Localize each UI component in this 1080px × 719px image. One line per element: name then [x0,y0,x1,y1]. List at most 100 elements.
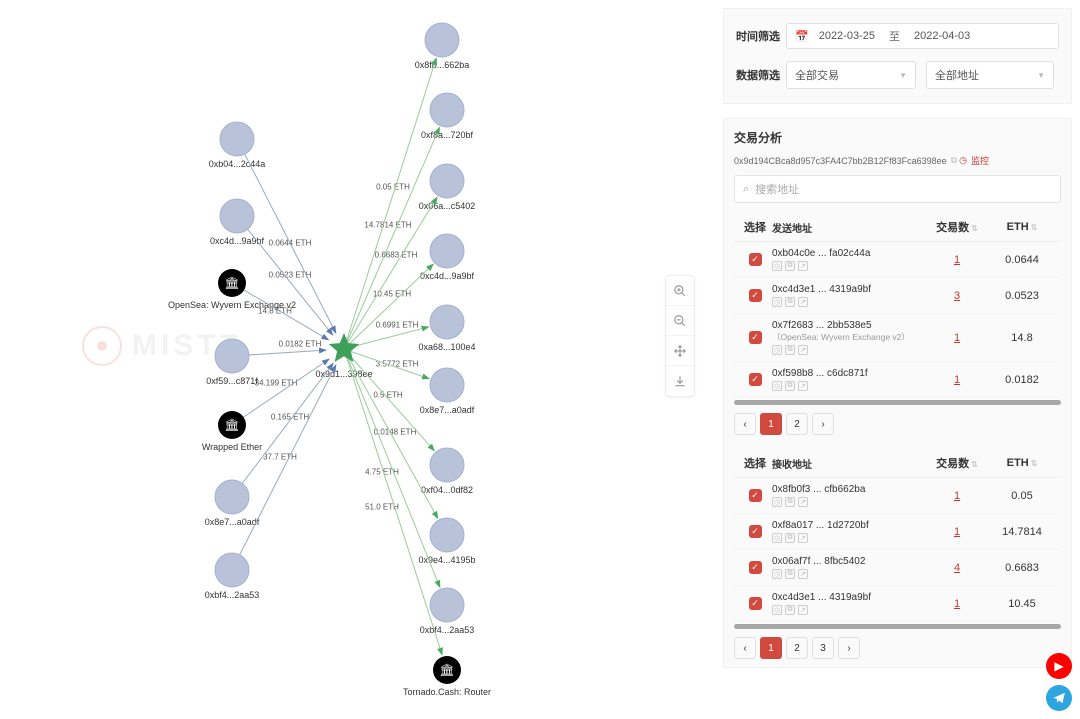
table-row: 0xc4d3e1 ... 4319a9bf◷⧉↗30.0523 [734,278,1061,314]
copy-icon[interactable]: ◷ [772,533,782,543]
download-button[interactable] [666,366,694,396]
tx-count[interactable]: 1 [954,332,960,344]
page-next[interactable]: › [812,413,834,435]
row-checkbox[interactable] [749,525,762,538]
sort-icon[interactable]: ⇅ [1031,459,1038,468]
chevron-down-icon: ▼ [899,71,907,80]
clock-icon[interactable]: ◷ [959,155,967,166]
side-panel: 时间筛选 📅 2022-03-25 至 2022-04-03 数据筛选 全部交易… [715,0,1080,719]
page-2[interactable]: 2 [786,637,808,659]
page-2[interactable]: 2 [786,413,808,435]
link-icon[interactable]: ⧉ [785,261,795,271]
monitor-link[interactable]: 监控 [971,154,989,167]
copy-icon[interactable]: ◷ [772,297,782,307]
table-row: 0xf8a017 ... 1d2720bf ◷⧉↗ 1 14.7814 [734,514,1061,550]
copy-icon[interactable]: ⧉ [951,155,957,166]
tx-count[interactable]: 4 [954,562,960,574]
eth-amount: 0.0182 [987,374,1057,386]
chevron-down-icon: ▼ [1037,71,1045,80]
copy-icon[interactable]: ◷ [772,569,782,579]
scrollbar[interactable] [734,400,1061,405]
row-checkbox[interactable] [749,289,762,302]
scrollbar[interactable] [734,624,1061,629]
eth-amount: 14.7814 [987,526,1057,538]
eth-amount: 0.05 [987,490,1057,502]
recv-pagination: ‹123› [734,637,1061,659]
graph-toolbar [665,275,695,397]
link-icon[interactable]: ⧉ [785,297,795,307]
copy-icon[interactable]: ◷ [772,605,782,615]
telegram-icon[interactable] [1046,685,1072,711]
row-checkbox[interactable] [749,561,762,574]
tx-count[interactable]: 1 [954,374,960,386]
row-address[interactable]: 0xc4d3e1 ... 4319a9bf [772,592,927,603]
tx-count[interactable]: 1 [954,526,960,538]
external-icon[interactable]: ↗ [798,261,808,271]
eth-amount: 14.8 [987,332,1057,344]
row-checkbox[interactable] [749,489,762,502]
row-address[interactable]: 0x8fb0f3 ... cfb662ba [772,484,927,495]
row-address[interactable]: 0x06af7f ... 8fbc5402 [772,556,927,567]
sort-icon[interactable]: ⇅ [971,224,978,233]
zoom-in-button[interactable] [666,276,694,306]
external-icon[interactable]: ↗ [798,497,808,507]
table-row: 0x06af7f ... 8fbc5402 ◷⧉↗ 4 0.6683 [734,550,1061,586]
page-next[interactable]: › [838,637,860,659]
link-icon[interactable]: ⧉ [785,605,795,615]
sort-icon[interactable]: ⇅ [1031,223,1038,232]
link-icon[interactable]: ⧉ [785,381,795,391]
link-icon[interactable]: ⧉ [785,497,795,507]
external-icon[interactable]: ↗ [798,381,808,391]
row-address[interactable]: 0xf598b8 ... c6dc871f [772,368,927,379]
external-icon[interactable]: ↗ [798,297,808,307]
copy-icon[interactable]: ◷ [772,381,782,391]
row-checkbox[interactable] [749,253,762,266]
send-pagination: ‹12› [734,413,1061,435]
recv-table: 选择 接收地址 交易数⇅ ETH⇅ 0x8fb0f3 ... cfb662ba◷… [734,449,1061,659]
copy-icon[interactable]: ◷ [772,497,782,507]
data-filter-label: 数据筛选 [736,67,786,83]
network-graph[interactable]: 🏛🏛🏛 [0,0,715,719]
copy-icon[interactable]: ◷ [772,261,782,271]
youtube-icon[interactable]: ▶ [1046,653,1072,679]
tx-count[interactable]: 3 [954,290,960,302]
page-prev[interactable]: ‹ [734,637,756,659]
date-range-picker[interactable]: 📅 2022-03-25 至 2022-04-03 [786,23,1059,49]
svg-text:🏛: 🏛 [439,663,454,677]
zoom-out-button[interactable] [666,306,694,336]
sort-icon[interactable]: ⇅ [971,460,978,469]
link-icon[interactable]: ⧉ [785,569,795,579]
tx-count[interactable]: 1 [954,598,960,610]
table-row: 0xc4d3e1 ... 4319a9bf ◷⧉↗ 1 10.45 [734,586,1061,622]
external-icon[interactable]: ↗ [798,569,808,579]
row-address[interactable]: 0xc4d3e1 ... 4319a9bf [772,284,927,295]
page-1[interactable]: 1 [760,637,782,659]
row-checkbox[interactable] [749,597,762,610]
move-button[interactable] [666,336,694,366]
tx-count[interactable]: 1 [954,490,960,502]
send-table: 选择 发送地址 交易数⇅ ETH⇅ 0xb04c0e ... fa02c44a◷… [734,213,1061,435]
page-1[interactable]: 1 [760,413,782,435]
row-address[interactable]: 0xf8a017 ... 1d2720bf [772,520,927,531]
link-icon[interactable]: ⧉ [785,533,795,543]
copy-icon[interactable]: ◷ [772,345,782,355]
row-checkbox[interactable] [749,331,762,344]
address-search[interactable]: ⌕ 搜索地址 [734,175,1061,203]
link-icon[interactable]: ⧉ [785,345,795,355]
tx-count[interactable]: 1 [954,254,960,266]
eth-amount: 0.0644 [987,254,1057,266]
row-checkbox[interactable] [749,373,762,386]
row-address[interactable]: 0x7f2683 ... 2bb538e5 [772,320,927,331]
tx-type-select[interactable]: 全部交易▼ [786,61,916,89]
row-address[interactable]: 0xb04c0e ... fa02c44a [772,248,927,259]
eth-amount: 10.45 [987,598,1057,610]
eth-amount: 0.6683 [987,562,1057,574]
page-prev[interactable]: ‹ [734,413,756,435]
external-icon[interactable]: ↗ [798,605,808,615]
filter-panel: 时间筛选 📅 2022-03-25 至 2022-04-03 数据筛选 全部交易… [723,8,1072,104]
external-icon[interactable]: ↗ [798,533,808,543]
page-3[interactable]: 3 [812,637,834,659]
address-select[interactable]: 全部地址▼ [926,61,1054,89]
external-icon[interactable]: ↗ [798,345,808,355]
table-row: 0xf598b8 ... c6dc871f ◷⧉↗ 1 0.0182 [734,362,1061,398]
